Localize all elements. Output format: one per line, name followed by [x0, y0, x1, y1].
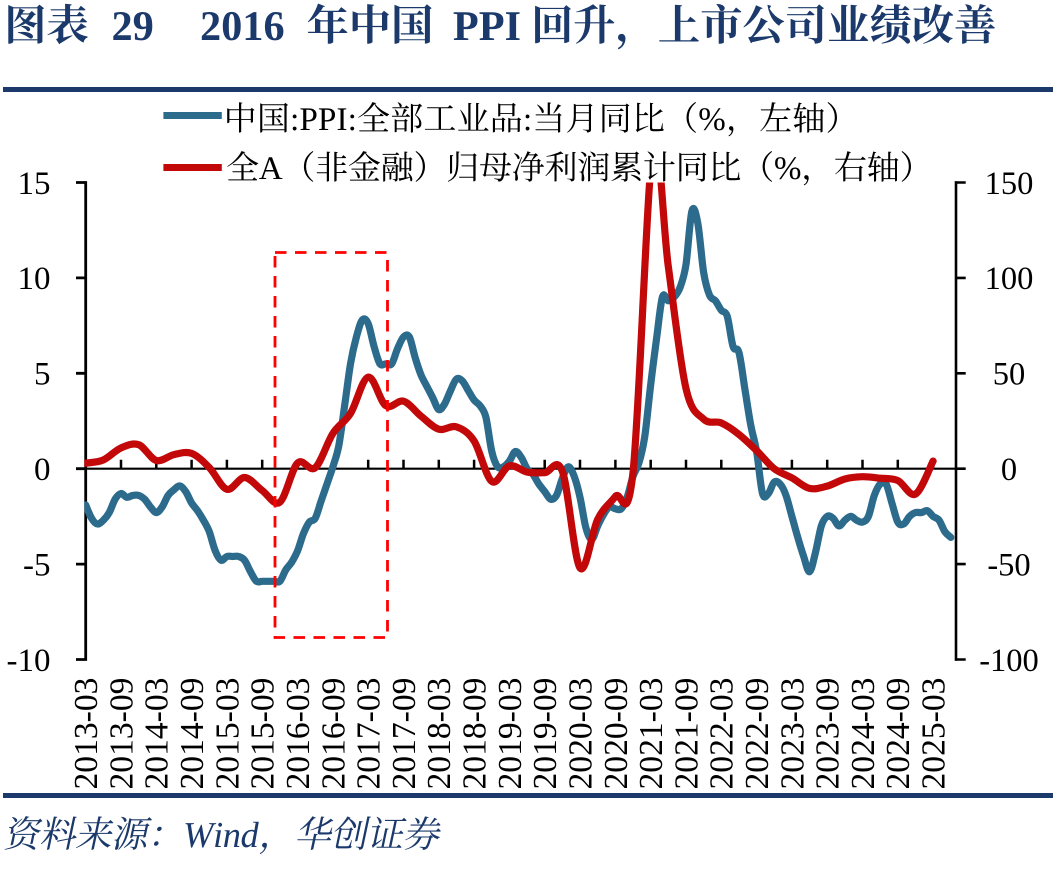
- svg-text:15: 15: [18, 166, 51, 202]
- svg-text:2021-09: 2021-09: [668, 678, 705, 790]
- svg-text:50: 50: [993, 357, 1026, 393]
- svg-text:2018-03: 2018-03: [421, 678, 458, 790]
- svg-text:-50: -50: [987, 547, 1030, 583]
- svg-text:2024-03: 2024-03: [845, 678, 882, 790]
- svg-text:2023-09: 2023-09: [810, 678, 847, 790]
- svg-text:100: 100: [985, 261, 1034, 297]
- svg-text:2018-09: 2018-09: [457, 678, 494, 790]
- svg-text:2022-03: 2022-03: [704, 678, 741, 790]
- svg-text:2016-03: 2016-03: [280, 678, 317, 790]
- svg-text:-5: -5: [23, 547, 51, 583]
- svg-text:2015-09: 2015-09: [245, 678, 282, 790]
- svg-text:2020-09: 2020-09: [598, 678, 635, 790]
- svg-text:-100: -100: [979, 643, 1039, 679]
- svg-text:2017-09: 2017-09: [386, 678, 423, 790]
- svg-text:150: 150: [985, 166, 1034, 202]
- svg-text:2014-09: 2014-09: [174, 678, 211, 790]
- svg-text:2015-03: 2015-03: [209, 678, 246, 790]
- svg-text:2019-09: 2019-09: [527, 678, 564, 790]
- svg-text:2022-09: 2022-09: [739, 678, 776, 790]
- svg-text:2013-03: 2013-03: [68, 678, 105, 790]
- svg-text:2019-03: 2019-03: [492, 678, 529, 790]
- svg-text:2023-03: 2023-03: [774, 678, 811, 790]
- svg-text:-10: -10: [7, 643, 51, 679]
- svg-text:2021-03: 2021-03: [633, 678, 670, 790]
- svg-text:0: 0: [34, 452, 51, 488]
- svg-text:2017-03: 2017-03: [351, 678, 388, 790]
- svg-text:2016-09: 2016-09: [315, 678, 352, 790]
- svg-text:0: 0: [1001, 452, 1017, 488]
- svg-text:10: 10: [18, 261, 51, 297]
- svg-text:2013-09: 2013-09: [103, 678, 140, 790]
- svg-text:2014-03: 2014-03: [139, 678, 176, 790]
- svg-text:2024-09: 2024-09: [880, 678, 917, 790]
- svg-text:2020-03: 2020-03: [562, 678, 599, 790]
- svg-text:2025-03: 2025-03: [916, 678, 953, 790]
- svg-text:5: 5: [34, 357, 51, 393]
